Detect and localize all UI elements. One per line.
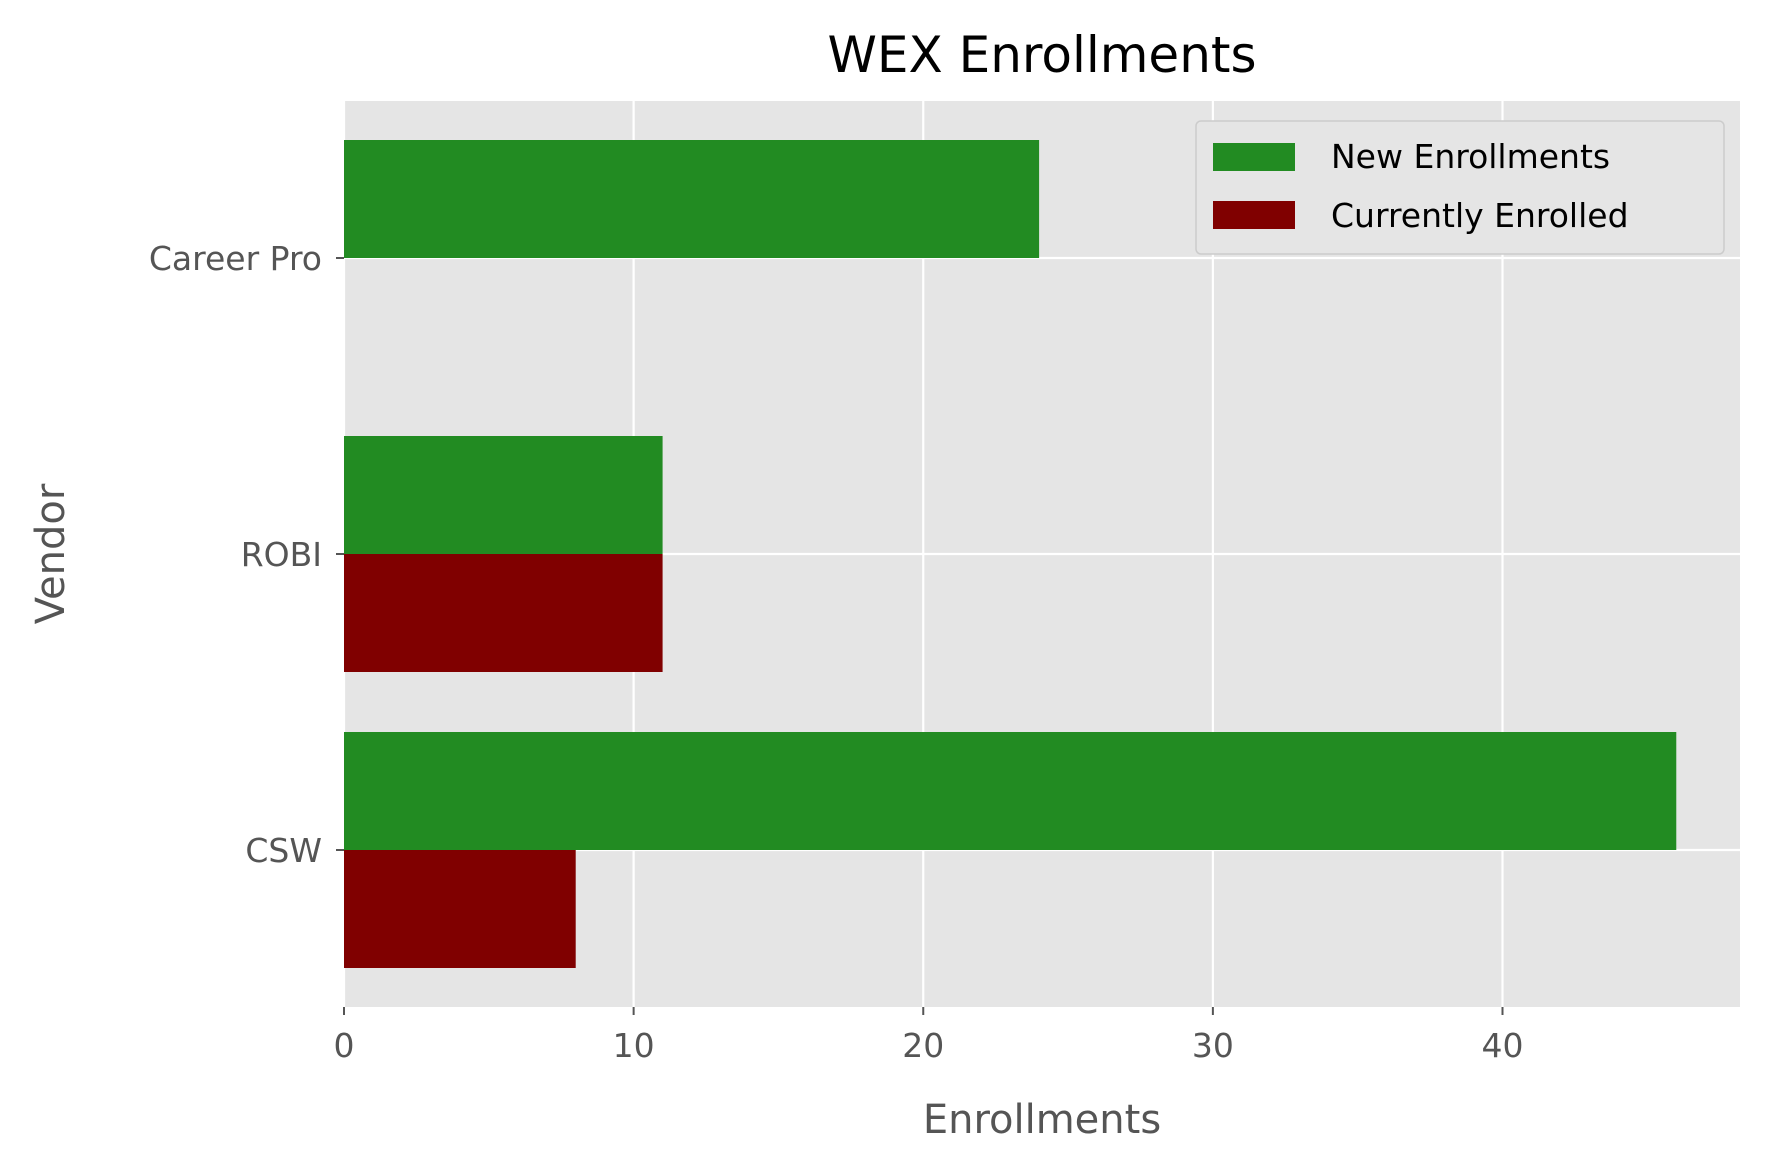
chart-title: WEX Enrollments bbox=[827, 26, 1256, 84]
y-tick-label-career-pro: Career Pro bbox=[149, 239, 322, 278]
x-tick-label: 20 bbox=[902, 1026, 944, 1065]
x-axis: 0 10 20 30 40 bbox=[334, 1007, 1524, 1065]
y-tick-label-robi: ROBI bbox=[241, 535, 322, 574]
x-tick-label: 10 bbox=[613, 1026, 655, 1065]
x-axis-title: Enrollments bbox=[923, 1097, 1161, 1143]
bars bbox=[344, 140, 1677, 968]
bar-new-enrollments-career-pro bbox=[344, 140, 1040, 258]
bar-currently-enrolled-robi bbox=[344, 554, 663, 672]
legend-label-new-enrollments: New Enrollments bbox=[1331, 137, 1610, 176]
y-axis: CSW ROBI Career Pro bbox=[149, 239, 344, 870]
legend-box bbox=[1195, 120, 1725, 255]
x-tick-label: 40 bbox=[1482, 1026, 1524, 1065]
legend: New Enrollments Currently Enrolled bbox=[1195, 120, 1725, 255]
x-tick-label: 30 bbox=[1192, 1026, 1234, 1065]
bar-currently-enrolled-csw bbox=[344, 850, 576, 968]
bar-new-enrollments-csw bbox=[344, 732, 1677, 850]
legend-label-currently-enrolled: Currently Enrolled bbox=[1331, 196, 1629, 235]
bar-new-enrollments-robi bbox=[344, 436, 663, 554]
y-axis-title: Vendor bbox=[28, 483, 74, 624]
x-tick-label: 0 bbox=[334, 1026, 355, 1065]
legend-swatch-new-enrollments bbox=[1213, 143, 1295, 171]
y-tick-label-csw: CSW bbox=[245, 831, 322, 870]
legend-swatch-currently-enrolled bbox=[1213, 201, 1295, 229]
